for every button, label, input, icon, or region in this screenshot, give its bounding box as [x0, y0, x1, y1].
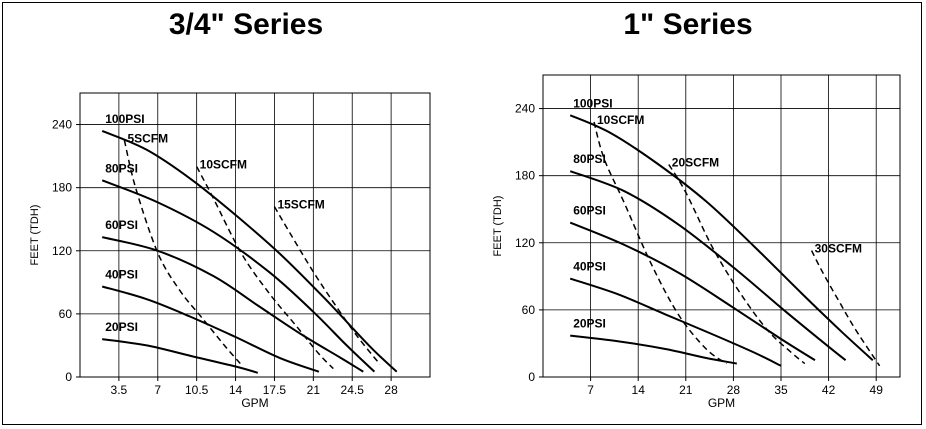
- chart2-series-line-20psi: [570, 334, 737, 365]
- chart2-x-tick-label: 28: [727, 383, 741, 397]
- chart2-x-tick-label: 21: [679, 383, 693, 397]
- chart2-y-tick-label: 60: [522, 303, 536, 317]
- chart1-series-label-10scfm: 10SCFM: [200, 158, 247, 172]
- chart1-x-axis-label: GPM: [241, 396, 268, 410]
- chart1-x-tick-label: 24.5: [341, 383, 365, 397]
- chart1-series-line-80psi: [101, 179, 376, 373]
- chart2-x-tick-label: 7: [587, 383, 594, 397]
- chart2-x-axis-label: GPM: [708, 396, 735, 410]
- chart2-series-label-20psi: 20PSI: [573, 317, 606, 331]
- chart1-series-label-80psi: 80PSI: [105, 161, 138, 175]
- chart2-series-line-80psi: [569, 170, 847, 361]
- chart2-series-label-20scfm: 20SCFM: [672, 155, 719, 169]
- chart2-series-label-100psi: 100PSI: [573, 96, 612, 110]
- chart1-y-tick-label: 0: [65, 370, 72, 384]
- chart2-y-tick-label: 120: [515, 236, 535, 250]
- chart1-series-line-40psi: [101, 285, 320, 373]
- chart2-series-label-10scfm: 10SCFM: [597, 113, 644, 127]
- chart1-y-tick-label: 240: [52, 118, 72, 132]
- chart2-series-label-80psi: 80PSI: [573, 152, 606, 166]
- chart2-y-axis-label: FEET (TDH): [492, 196, 504, 257]
- chart1-x-tick-label: 10.5: [185, 383, 209, 397]
- figure-frame: [2, 2, 922, 425]
- chart-title-3-4-series: 3/4" Series: [168, 8, 324, 41]
- chart1-y-tick-label: 180: [52, 181, 72, 195]
- chart2-series-line-100psi: [569, 114, 874, 361]
- chart1-x-tick-label: 17.5: [263, 383, 287, 397]
- chart-title-1-series: 1" Series: [623, 8, 753, 41]
- chart1-y-tick-label: 120: [52, 244, 72, 258]
- chart1-series-label-15scfm: 15SCFM: [277, 198, 324, 212]
- chart1-series-label-40psi: 40PSI: [105, 268, 138, 282]
- chart1-plot-area: [79, 92, 431, 378]
- chart1-x-tick-label: 21: [307, 383, 321, 397]
- chart1-x-tick-label: 7: [154, 383, 161, 397]
- chart2-series-line-60psi: [569, 221, 816, 362]
- chart2-series-line-30scfm: [810, 250, 881, 367]
- chart2-x-tick-label: 42: [822, 383, 836, 397]
- chart1-y-tick-label: 60: [59, 307, 73, 321]
- chart2-y-tick-label: 0: [528, 370, 535, 384]
- chart1-y-axis-label: FEET (TDH): [29, 205, 41, 266]
- chart1-series-label-20psi: 20PSI: [105, 320, 138, 334]
- chart2-series-line-40psi: [569, 277, 782, 367]
- chart1-x-tick-label: 14: [229, 383, 243, 397]
- chart2-series-label-40psi: 40PSI: [573, 260, 606, 274]
- chart2-series-line-10scfm: [593, 121, 728, 365]
- chart1-series-line-20psi: [102, 338, 259, 374]
- chart2-x-tick-label: 49: [870, 383, 884, 397]
- chart1-series-line-10scfm: [196, 166, 334, 370]
- chart2-series-label-30scfm: 30SCFM: [815, 242, 862, 256]
- chart2-series-label-60psi: 60PSI: [573, 204, 606, 218]
- chart1-series-line-5scfm: [123, 140, 242, 365]
- chart2-y-tick-label: 240: [515, 102, 535, 116]
- chart1-x-tick-label: 28: [384, 383, 398, 397]
- chart2-series-line-20scfm: [668, 164, 806, 365]
- chart1-series-label-60psi: 60PSI: [105, 218, 138, 232]
- chart1-x-tick-label: 3.5: [111, 383, 128, 397]
- chart1-series-line-60psi: [101, 236, 364, 373]
- chart2-x-tick-label: 35: [774, 383, 788, 397]
- chart2-plot-area: [542, 74, 901, 378]
- chart2-x-tick-label: 14: [632, 383, 646, 397]
- chart1-series-line-100psi: [101, 129, 398, 373]
- chart1-series-label-100psi: 100PSI: [105, 112, 144, 126]
- chart2-y-tick-label: 180: [515, 169, 535, 183]
- chart1-series-label-5scfm: 5SCFM: [127, 131, 168, 145]
